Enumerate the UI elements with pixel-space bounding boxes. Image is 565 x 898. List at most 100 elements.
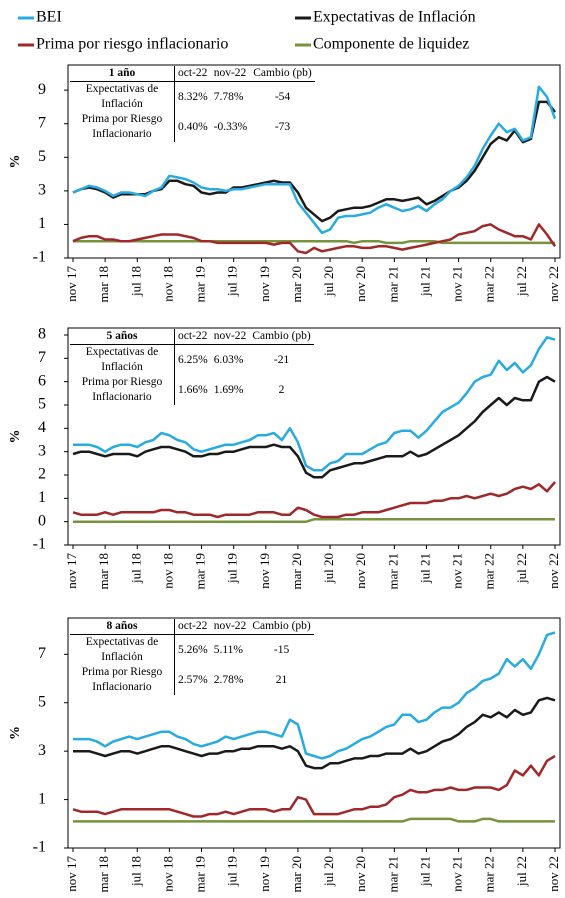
summary-table: 8 años oct-22 nov-22 Cambio (pb) Expectativa… [70, 619, 314, 695]
x-tick-label: jul 22 [514, 553, 529, 584]
series-line [73, 817, 555, 823]
x-tick-label: mar 18 [96, 266, 111, 302]
series-line [73, 631, 556, 760]
table-cell: 2.57% [178, 673, 208, 686]
x-tick-label: mar 22 [482, 266, 497, 302]
y-tick-label: 7 [38, 645, 46, 662]
table-cell: 7.78% [213, 90, 244, 103]
table-cell: 2.78% [213, 673, 244, 686]
summary-table-box: 1 año oct-22 nov-22 Cambio (pb)Expectativas… [70, 66, 315, 142]
legend-label: BEI [36, 9, 62, 26]
y-tick-label: 2 [38, 466, 46, 483]
plot-frame [67, 64, 561, 259]
x-tick-label: jul 20 [321, 553, 336, 584]
x-tick-label: mar 19 [193, 856, 208, 892]
y-tick-label: 9 [38, 81, 46, 98]
x-tick-label: nov 20 [353, 266, 368, 302]
x-tick-label: nov 21 [450, 553, 465, 589]
y-tick-label: 4 [38, 419, 46, 436]
x-tick-label: jul 20 [321, 266, 336, 297]
table-cell: -21 [273, 353, 290, 366]
plot-frame [67, 327, 561, 546]
table-cell: 5.26% [178, 643, 208, 656]
x-tick-label: mar 21 [385, 553, 400, 589]
table-cell: 2 [278, 383, 285, 396]
x-tick-label: nov 20 [353, 553, 368, 589]
y-tick-label: 5 [38, 148, 46, 165]
y-tick-label: 1 [38, 215, 46, 232]
x-tick-label: mar 20 [289, 856, 304, 892]
table-cell: -54 [274, 90, 291, 103]
x-tick-label: nov 17 [64, 856, 79, 892]
legend-label: Expectativas de Inflación [313, 9, 476, 26]
x-tick-label: nov 21 [450, 856, 465, 892]
y-axis-label: % [8, 430, 23, 444]
x-tick-label: nov 22 [546, 553, 561, 589]
table-cell: -73 [274, 120, 291, 133]
x-tick-label: nov 18 [160, 266, 175, 302]
table-cell: -15 [273, 643, 290, 656]
table-header-cell: 8 años [70, 619, 175, 635]
plot-frame [67, 617, 561, 849]
table-header-row: 5 años oct-22 nov-22 Cambio (pb) [70, 329, 314, 345]
summary-table-box: 5 años oct-22 nov-22 Cambio (pb)Expectativa… [70, 329, 314, 405]
y-tick-label: 7 [38, 114, 46, 131]
table-cell: Prima por Riesgo Inflacionario [70, 665, 175, 695]
summary-table: 5 años oct-22 nov-22 Cambio (pb) Expectativa… [70, 329, 314, 405]
x-tick-label: jul 19 [225, 553, 240, 584]
x-tick-label: jul 20 [321, 856, 336, 887]
x-tick-label: mar 19 [193, 266, 208, 302]
table-row: Expectativas de Inflación 6.25% 6.03% -21 [70, 344, 314, 375]
table-header-cell: nov-22 [210, 329, 250, 345]
table-header-cell: nov-22 [210, 66, 251, 82]
series-line [72, 481, 556, 519]
y-tick-label: -1 [33, 249, 46, 266]
x-tick-label: jul 18 [128, 856, 143, 887]
x-tick-label: nov 18 [160, 553, 175, 589]
x-tick-label: nov 22 [546, 266, 561, 302]
table-cell: 1.69% [213, 383, 244, 396]
y-tick-label: 8 [38, 326, 46, 343]
legend-label: Componente de liquidez [313, 36, 469, 53]
table-row: Prima por Riesgo Inflacionario 1.66% 1.69%… [70, 375, 314, 405]
table-cell: 8.32% [178, 90, 208, 103]
x-tick-label: nov 20 [353, 856, 368, 892]
table-header-cell: 1 año [70, 66, 175, 82]
table-cell: Expectativas de Inflación [70, 344, 175, 375]
table-header-cell: oct-22 [174, 66, 211, 82]
table-cell: 21 [275, 673, 288, 686]
series-line [73, 696, 556, 770]
table-row: Expectativas de Inflación 8.32% 7.78% -54 [70, 81, 315, 112]
y-tick-label: 5 [38, 396, 46, 413]
x-tick-label: jul 18 [128, 553, 143, 584]
table-cell: Prima por Riesgo Inflacionario [70, 375, 175, 405]
y-axis-label: % [8, 726, 23, 740]
table-cell: 5.11% [213, 643, 243, 656]
y-axis-label: % [8, 155, 23, 169]
y-tick-label: 6 [38, 372, 46, 389]
series-line [72, 85, 557, 235]
x-tick-label: jul 21 [417, 266, 432, 297]
x-tick-label: nov 17 [64, 553, 79, 589]
table-cell: 6.03% [213, 353, 244, 366]
table-cell: Expectativas de Inflación [70, 634, 175, 665]
x-tick-label: mar 21 [385, 856, 400, 892]
y-tick-label: 1 [38, 790, 46, 807]
table-header-cell: nov-22 [210, 619, 250, 635]
x-tick-label: mar 22 [482, 553, 497, 589]
table-header-cell: oct-22 [174, 329, 211, 345]
x-tick-label: mar 20 [289, 553, 304, 589]
table-header-cell: oct-22 [174, 619, 211, 635]
series-line [73, 239, 555, 245]
table-cell: 6.25% [178, 353, 208, 366]
x-tick-label: jul 19 [225, 856, 240, 887]
legend-label: Prima por riesgo inflacionario [36, 36, 228, 53]
y-tick-label: 3 [38, 742, 46, 759]
x-tick-label: jul 21 [417, 553, 432, 584]
table-cell: -0.33% [213, 120, 248, 133]
y-tick-label: 3 [38, 442, 46, 459]
table-cell: Expectativas de Inflación [70, 81, 175, 112]
table-cell: 1.66% [178, 383, 208, 396]
table-header-cell: 5 años [70, 329, 175, 345]
table-cell: 0.40% [178, 120, 208, 133]
